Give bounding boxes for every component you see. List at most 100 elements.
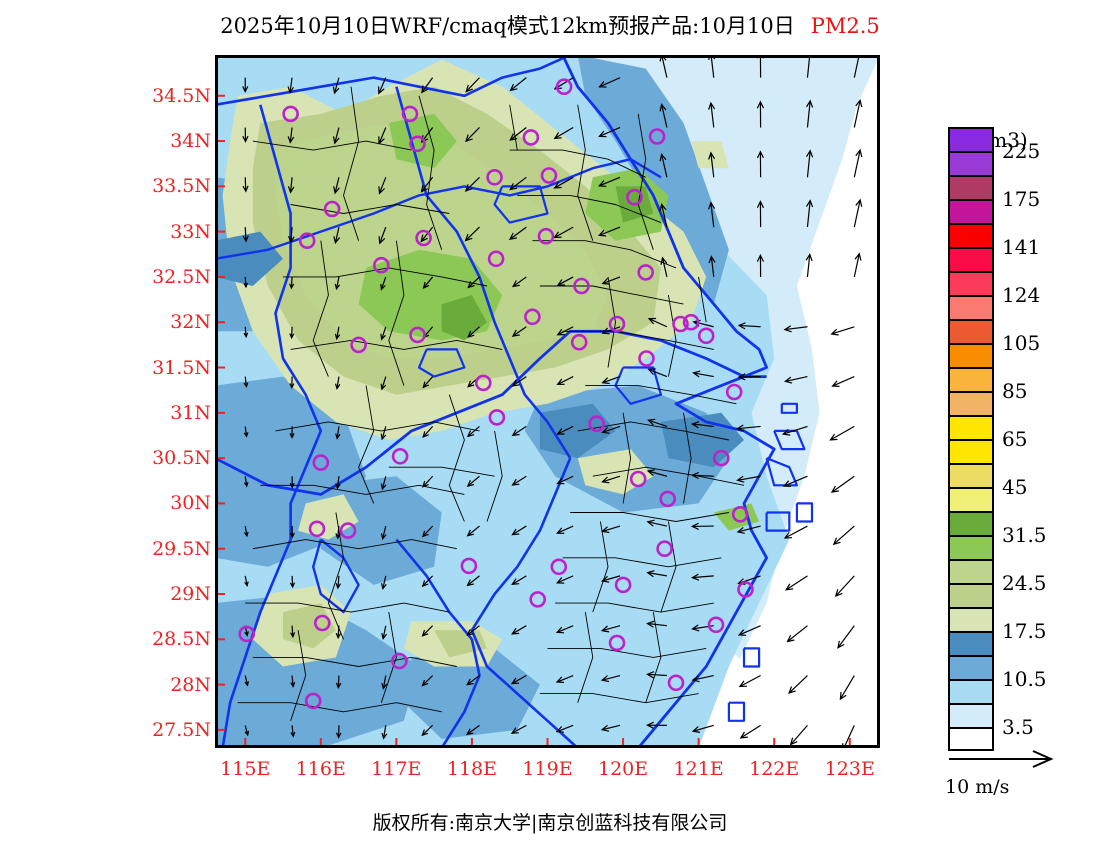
station-marker[interactable] (672, 315, 689, 333)
station-marker[interactable] (524, 308, 541, 326)
colorbar-cell[interactable] (948, 559, 994, 583)
station-marker[interactable] (588, 415, 605, 433)
colorbar-cell[interactable] (948, 199, 994, 223)
colorbar-tick-label: 45 (1002, 475, 1028, 499)
station-marker[interactable] (629, 470, 647, 488)
station-marker[interactable] (667, 674, 685, 692)
station-marker[interactable] (409, 135, 426, 153)
station-marker[interactable] (540, 167, 558, 184)
station-marker[interactable] (350, 336, 367, 354)
colorbar-cell[interactable] (948, 631, 994, 655)
station-marker[interactable] (312, 454, 330, 471)
station-marker[interactable] (373, 256, 390, 274)
station-marker[interactable] (550, 558, 568, 576)
station-marker[interactable] (529, 591, 547, 608)
colorbar-cell[interactable] (948, 703, 994, 727)
colorbar-cell[interactable] (948, 319, 994, 343)
station-marker[interactable] (474, 374, 492, 392)
colorbar-cell[interactable] (948, 223, 994, 247)
title-main: 2025年10月10日WRF/cmaq模式12km预报产品:10月10日 (220, 14, 795, 38)
colorbar-legend: (ug/m3) 22517514112410585654531.524.517.… (930, 80, 1100, 751)
colorbar-cell[interactable] (948, 511, 994, 535)
latitude-axis-labels: 34.5N 34N 33.5N 33N 32.5N 32N 31.5N 31N 30.5N 30N… (135, 55, 211, 748)
station-marker[interactable] (608, 315, 626, 333)
station-marker[interactable] (731, 505, 749, 523)
colorbar-tick-label: 24.5 (1002, 571, 1047, 595)
colorbar-cell[interactable] (948, 415, 994, 439)
colorbar-tick-label: 65 (1002, 427, 1028, 451)
map-plot-area[interactable] (215, 55, 880, 748)
lon-tick-label: 122E (749, 758, 800, 780)
station-marker[interactable] (614, 576, 632, 594)
station-marker[interactable] (537, 227, 555, 245)
lat-tick-label: 30.5N (152, 447, 211, 470)
station-marker[interactable] (626, 188, 643, 206)
lon-tick-label: 120E (597, 758, 649, 780)
station-marker[interactable] (648, 128, 666, 145)
station-marker[interactable] (656, 540, 673, 558)
colorbar-cell[interactable] (948, 463, 994, 487)
colorbar-cell[interactable] (948, 679, 994, 703)
colorbar-cell[interactable] (948, 535, 994, 559)
station-marker[interactable] (308, 520, 326, 538)
station-marker[interactable] (401, 105, 419, 123)
colorbar-cell[interactable] (948, 391, 994, 415)
station-marker[interactable] (682, 313, 700, 331)
station-marker[interactable] (409, 326, 426, 344)
colorbar-cell[interactable] (948, 367, 994, 391)
colorbar-swatches[interactable] (948, 127, 994, 751)
lat-tick-label: 30N (170, 492, 211, 515)
station-marker[interactable] (415, 229, 432, 247)
colorbar-cell[interactable] (948, 439, 994, 463)
station-marker[interactable] (339, 522, 357, 539)
station-marker[interactable] (460, 557, 478, 575)
lon-tick-label: 117E (371, 758, 422, 780)
colorbar-cell[interactable] (948, 727, 994, 751)
colorbar-cell[interactable] (948, 247, 994, 271)
station-marker[interactable] (707, 616, 725, 634)
colorbar-cell[interactable] (948, 487, 994, 511)
lat-tick-label: 33.5N (152, 175, 211, 198)
map-svg[interactable] (215, 55, 880, 748)
county-boundaries (237, 86, 745, 721)
lat-tick-label: 32.5N (152, 265, 211, 288)
colorbar-cell[interactable] (948, 655, 994, 679)
station-marker[interactable] (659, 490, 677, 508)
station-marker[interactable] (282, 105, 299, 123)
colorbar-cell[interactable] (948, 295, 994, 319)
colorbar-cell[interactable] (948, 583, 994, 607)
station-marker[interactable] (486, 169, 503, 186)
station-marker[interactable] (637, 264, 655, 281)
station-marker[interactable] (298, 232, 316, 249)
title-species: PM2.5 (810, 14, 880, 38)
station-marker[interactable] (238, 625, 256, 643)
station-marker[interactable] (712, 449, 730, 467)
station-marker[interactable] (323, 200, 341, 218)
colorbar-cell[interactable] (948, 127, 994, 151)
lat-tick-label: 34.5N (152, 84, 211, 107)
lon-tick-label: 116E (295, 758, 346, 780)
colorbar-cell[interactable] (948, 343, 994, 367)
station-marker[interactable] (555, 78, 573, 96)
station-marker[interactable] (522, 129, 540, 146)
colorbar-cell[interactable] (948, 175, 994, 199)
colorbar-cell[interactable] (948, 607, 994, 631)
station-marker[interactable] (570, 333, 588, 351)
station-marker[interactable] (638, 350, 655, 367)
wind-scale-key: 10 m/s (945, 748, 1095, 798)
colorbar-cell[interactable] (948, 151, 994, 175)
station-markers[interactable] (238, 78, 754, 710)
station-marker[interactable] (725, 383, 743, 401)
lat-tick-label: 33N (170, 220, 211, 243)
station-marker[interactable] (608, 634, 626, 652)
colorbar-cell[interactable] (948, 271, 994, 295)
station-marker[interactable] (304, 692, 322, 710)
station-marker[interactable] (314, 614, 331, 632)
station-marker[interactable] (573, 277, 590, 295)
station-marker[interactable] (391, 652, 408, 670)
station-marker[interactable] (488, 409, 506, 426)
station-marker[interactable] (391, 447, 409, 465)
station-marker[interactable] (737, 581, 754, 598)
station-marker[interactable] (697, 327, 715, 345)
station-marker[interactable] (487, 250, 505, 268)
